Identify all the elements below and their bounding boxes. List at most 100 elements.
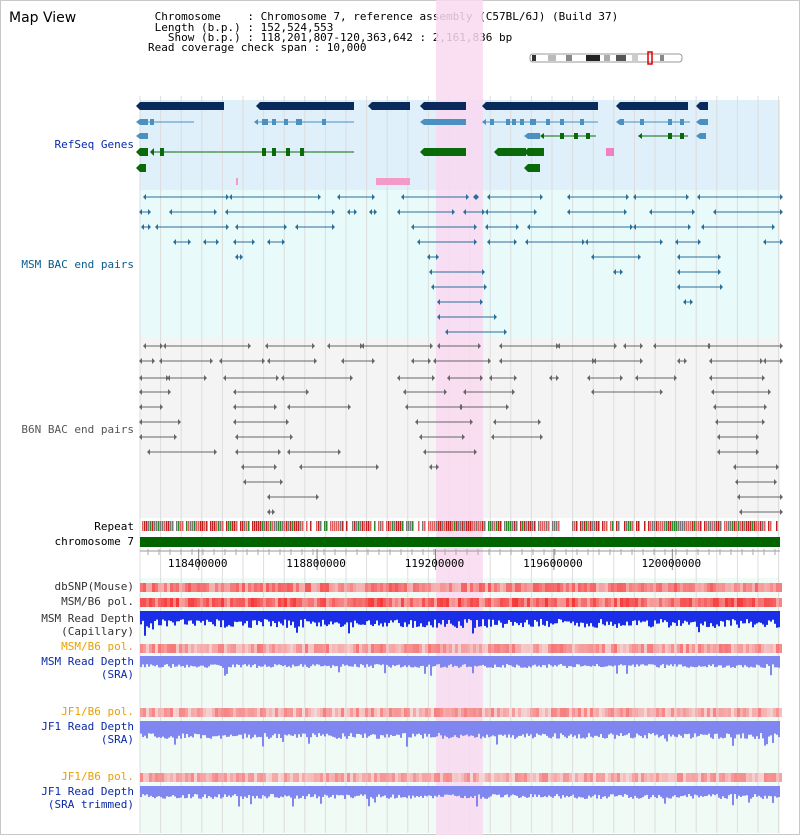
msm-b6-pol2-cell xyxy=(440,644,443,653)
b6n-bac-pair-end xyxy=(241,464,244,470)
repeat-mark xyxy=(392,521,394,531)
msm-bac-pair-end xyxy=(516,224,519,230)
jf1-b6-pol-cell xyxy=(563,708,566,717)
jf1-b6-pol-cell xyxy=(275,708,278,717)
msm-depth-capillary-bar xyxy=(310,611,312,624)
msm-depth-sra-bar xyxy=(242,656,244,665)
msm-depth-sra-bar xyxy=(456,656,458,667)
jf1-depth-trimmed-bar xyxy=(240,786,242,797)
msm-depth-sra-bar xyxy=(550,656,552,666)
msm-depth-sra-bar xyxy=(168,656,170,667)
dbsnp-density-cell xyxy=(644,583,647,592)
msm-b6-pol2-cell xyxy=(233,644,236,653)
msm-bac-pair-end xyxy=(649,209,652,215)
jf1-depth-sra-bar xyxy=(634,721,636,738)
jf1-depth-trimmed-bar xyxy=(152,786,154,798)
jf1-b6-pol-cell xyxy=(320,708,323,717)
repeat-mark xyxy=(704,521,706,531)
dbsnp-density-cell xyxy=(173,583,176,592)
jf1-b6-pol-cell xyxy=(425,708,428,717)
b6n-bac-pair-end xyxy=(312,343,315,349)
msm-depth-sra-bar xyxy=(592,656,594,666)
repeat-mark xyxy=(554,521,556,531)
dbsnp-density-cell xyxy=(305,583,308,592)
msm-b6-pol-cell xyxy=(422,598,425,607)
jf1-depth-sra-bar xyxy=(764,721,766,746)
repeat-mark xyxy=(498,521,500,531)
msm-depth-capillary-bar xyxy=(562,611,564,623)
msm-b6-pol2-cell xyxy=(611,644,614,653)
jf1-b6-pol2-cell xyxy=(500,773,503,782)
msm-bac-pair-end xyxy=(267,239,270,245)
dbsnp-density-cell xyxy=(407,583,410,592)
jf1-depth-sra-bar xyxy=(464,721,466,736)
repeat-mark xyxy=(552,521,554,531)
dbsnp-density-cell xyxy=(365,583,368,592)
msm-b6-pol2-cell xyxy=(191,644,194,653)
msm-b6-pol-cell xyxy=(350,598,353,607)
jf1-b6-pol2-cell xyxy=(155,773,158,782)
repeat-mark xyxy=(482,521,484,531)
jf1-depth-trimmed-bar xyxy=(672,786,674,797)
msm-depth-capillary-bar xyxy=(530,611,532,627)
refseq-gene-exon xyxy=(424,119,466,125)
b6n-bac-pair-end xyxy=(674,375,677,381)
msm-depth-sra-bar xyxy=(254,656,256,665)
dbsnp-density-cell xyxy=(389,583,392,592)
jf1-depth-sra-bar xyxy=(644,721,646,736)
msm-b6-pol2-cell xyxy=(248,644,251,653)
msm-depth-capillary-bar xyxy=(162,611,164,620)
msm-depth-capillary-bar xyxy=(750,611,752,622)
jf1-depth-sra-bar xyxy=(314,721,316,735)
dbsnp-density-cell xyxy=(617,583,620,592)
dbsnp-density-cell xyxy=(602,583,605,592)
msm-depth-capillary-bar xyxy=(244,611,246,624)
msm-depth-sra-bar xyxy=(502,656,504,666)
msm-depth-sra-bar xyxy=(214,656,216,665)
jf1-depth-trimmed-bar xyxy=(148,786,150,797)
msm-b6-pol2-cell xyxy=(206,644,209,653)
msm-b6-pol-cell xyxy=(719,598,722,607)
jf1-b6-pol2-cell xyxy=(623,773,626,782)
refseq-gene-exon xyxy=(300,148,304,156)
msm-depth-capillary-bar xyxy=(478,611,480,627)
dbsnp-density-cell xyxy=(650,583,653,592)
dbsnp-density-cell xyxy=(728,583,731,592)
jf1-depth-trimmed-bar xyxy=(718,786,720,798)
jf1-b6-pol-cell xyxy=(404,708,407,717)
msm-depth-sra-bar xyxy=(436,656,438,665)
refseq-gene-exon xyxy=(262,119,268,125)
msm-depth-sra-bar xyxy=(702,656,704,667)
jf1-b6-pol-cell xyxy=(512,708,515,717)
msm-depth-capillary-bar xyxy=(472,611,474,634)
dbsnp-density-cell xyxy=(656,583,659,592)
msm-depth-capillary-bar xyxy=(332,611,334,625)
msm-depth-sra-bar xyxy=(298,656,300,666)
jf1-b6-pol-cell xyxy=(290,708,293,717)
jf1-b6-pol2-cell xyxy=(305,773,308,782)
msm-b6-pol-cell xyxy=(425,598,428,607)
msm-b6-pol2-cell xyxy=(479,644,482,653)
msm-depth-capillary-bar xyxy=(304,611,306,620)
jf1-b6-pol2-cell xyxy=(566,773,569,782)
repeat-mark xyxy=(770,521,772,531)
msm-b6-pol2-cell xyxy=(512,644,515,653)
msm-depth-capillary-bar xyxy=(422,611,424,627)
msm-depth-capillary-bar xyxy=(580,611,582,623)
msm-b6-pol-cell xyxy=(779,598,782,607)
jf1-b6-pol-cell xyxy=(680,708,683,717)
msm-depth-sra-bar xyxy=(554,656,556,666)
msm-bac-pair-end xyxy=(235,254,238,260)
msm-bac-pair-end xyxy=(677,269,680,275)
jf1-depth-trimmed-bar xyxy=(284,786,286,796)
b6n-bac-pair-end xyxy=(557,343,560,349)
msm-b6-pol2-cell xyxy=(488,644,491,653)
msm-depth-capillary-bar xyxy=(522,611,524,628)
msm-depth-sra-bar xyxy=(372,656,374,668)
jf1-depth-sra-bar xyxy=(690,721,692,739)
jf1-depth-sra-bar xyxy=(692,721,694,738)
jf1-depth-sra-bar xyxy=(598,721,600,737)
msm-depth-sra-bar xyxy=(288,656,290,667)
repeat-mark xyxy=(190,521,192,531)
